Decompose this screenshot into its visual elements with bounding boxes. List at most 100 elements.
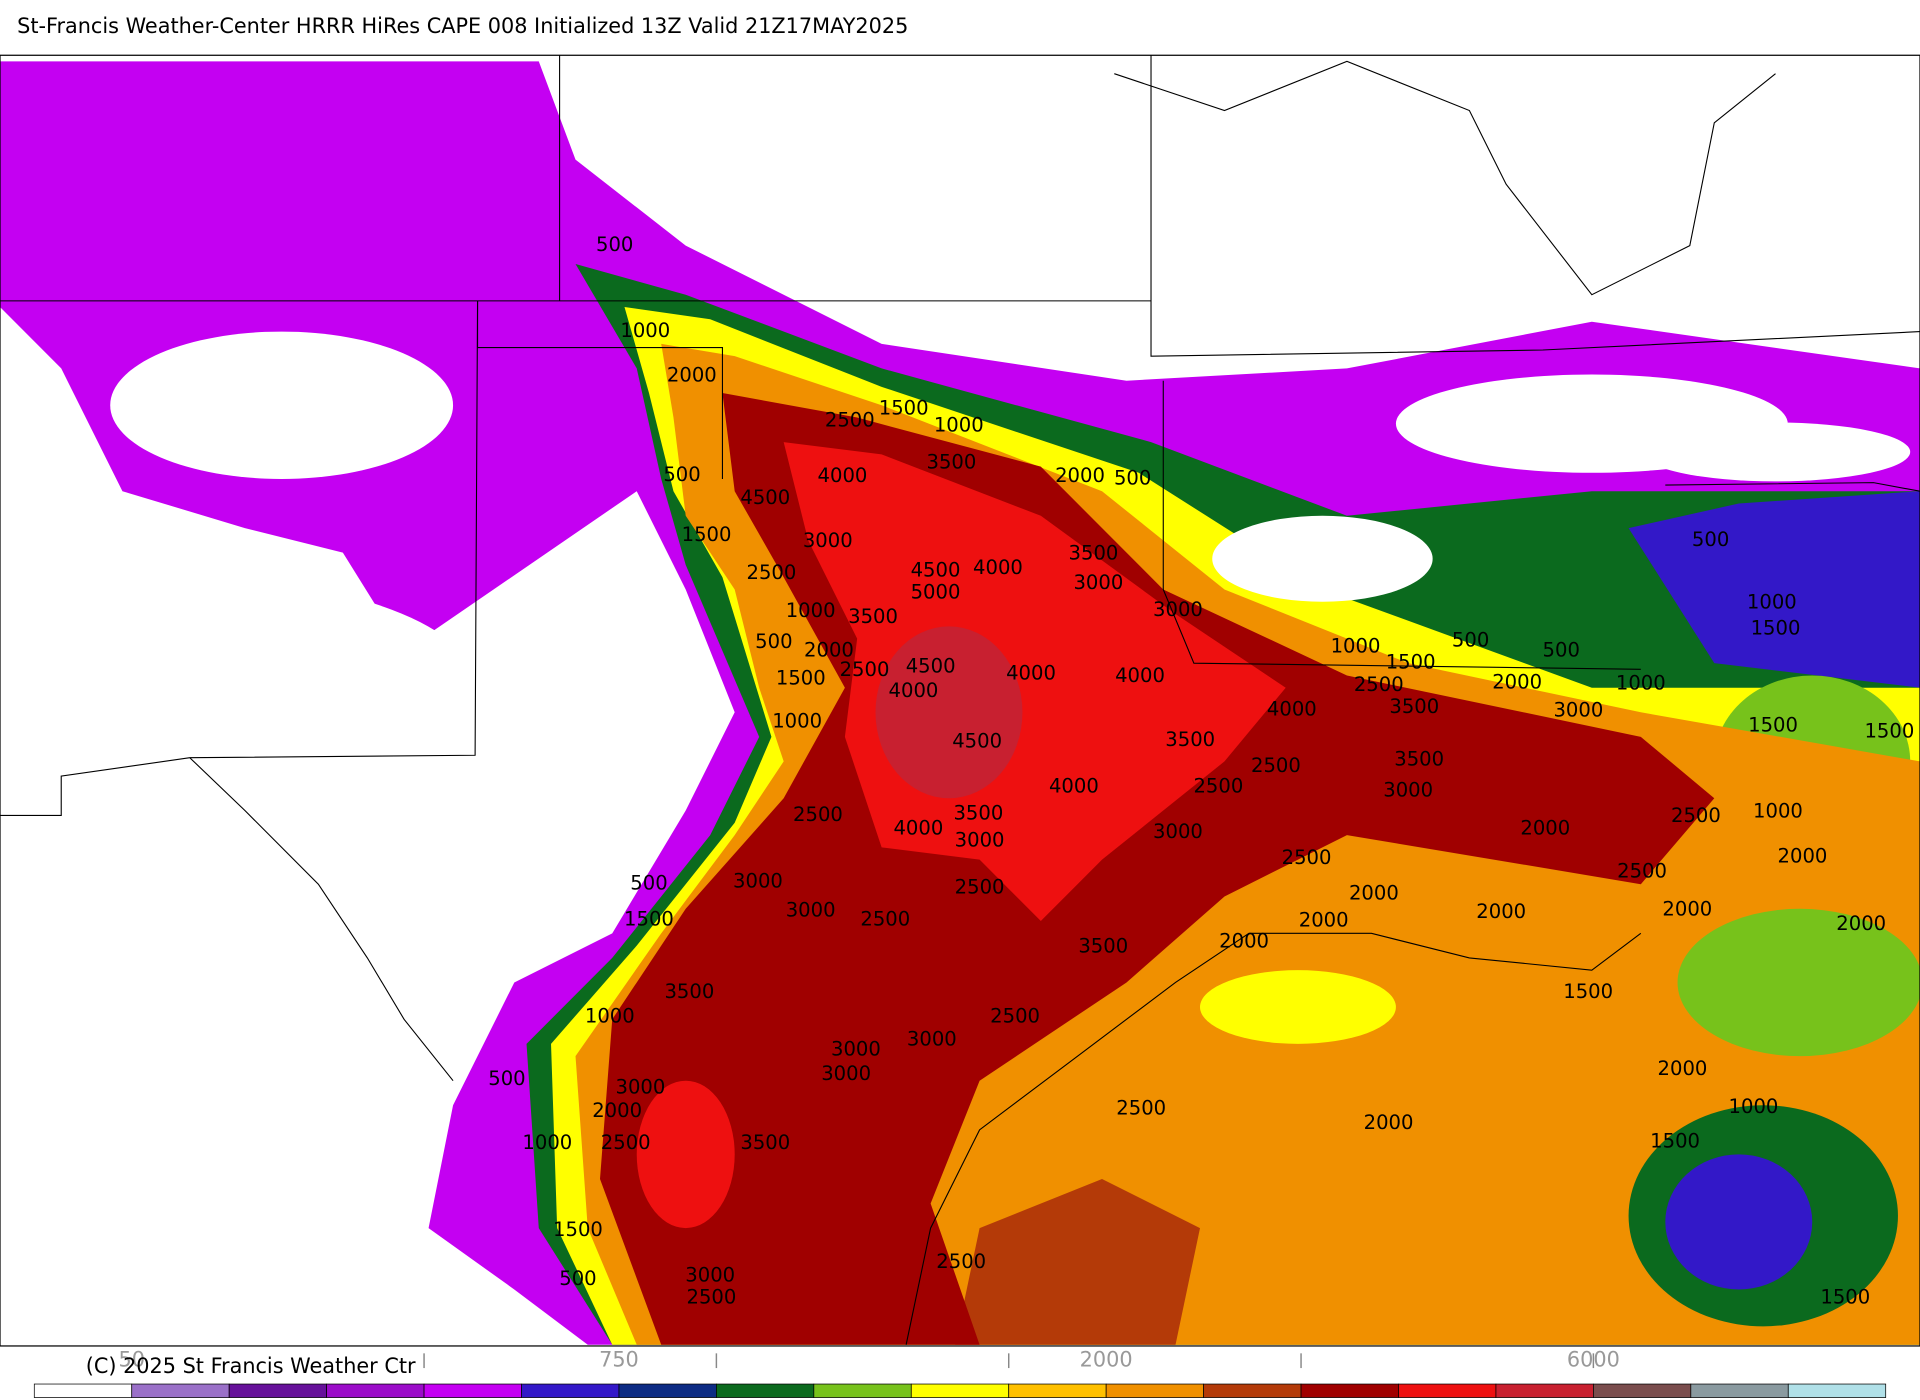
contour-label: 2000: [1055, 464, 1105, 487]
contour-label: 4500: [906, 654, 956, 677]
contour-label: 500: [1543, 638, 1580, 661]
contour-label: 2000: [1476, 900, 1526, 923]
contour-label: 3500: [953, 802, 1003, 825]
colorbar-swatch: [618, 1383, 717, 1398]
state-border: [1150, 55, 1920, 357]
contour-label: 1000: [585, 1004, 635, 1027]
contour-label: 1500: [1386, 651, 1436, 674]
contour-label: 500: [663, 463, 700, 486]
contour-label: 3500: [1069, 541, 1119, 564]
contour-label: 2500: [1193, 775, 1243, 798]
contour-label: 3000: [1153, 598, 1203, 621]
contour-label: 3000: [821, 1062, 871, 1085]
contour-label: 2000: [1364, 1111, 1414, 1134]
contour-label: 3000: [615, 1076, 665, 1099]
contour-label: 2500: [1354, 673, 1404, 696]
contour-label: 3000: [803, 529, 853, 552]
contour-label: 2000: [1662, 897, 1712, 920]
cape-rust: [955, 1178, 1200, 1345]
state-border: [1114, 60, 1776, 296]
colorbar-swatch: [1008, 1383, 1107, 1398]
state-border: [1665, 482, 1920, 492]
contour-label: 4500: [740, 486, 790, 509]
contour-label: 3500: [1078, 934, 1128, 957]
contour-label: 500: [596, 233, 633, 256]
contour-label: 4000: [1115, 664, 1165, 687]
contour-label: 5000: [911, 581, 961, 604]
contour-label: 1500: [1820, 1286, 1870, 1309]
contour-label: 3500: [740, 1131, 790, 1154]
contour-label: 1000: [1729, 1095, 1779, 1118]
cape-green: [1677, 908, 1920, 1057]
contour-label: 1500: [1563, 980, 1613, 1003]
contour-label: 4500: [952, 729, 1002, 752]
contour-label: 2500: [1617, 859, 1667, 882]
contour-label: 2500: [747, 561, 797, 584]
colorbar-label: 50: [118, 1348, 144, 1372]
contour-label: 3500: [848, 605, 898, 628]
colorbar-swatch: [326, 1383, 425, 1398]
colorbar-swatch: [1495, 1383, 1594, 1398]
contour-label: 3500: [927, 450, 977, 473]
contour-label: 2000: [1520, 816, 1570, 839]
contour-label: 3000: [907, 1028, 957, 1051]
contour-label: 4000: [889, 679, 939, 702]
colorbar-swatch: [1398, 1383, 1497, 1398]
colorbar-swatch: [1105, 1383, 1204, 1398]
contour-label: 3500: [1165, 728, 1215, 751]
colorbar-swatch: [228, 1383, 327, 1398]
colorbar-swatch: [813, 1383, 912, 1398]
contour-label: 3000: [1553, 699, 1603, 722]
contour-label: 1500: [1650, 1130, 1700, 1153]
contour-label: 2000: [1492, 670, 1542, 693]
cape-peak: [875, 626, 1023, 799]
contour-label: 2500: [1671, 804, 1721, 827]
contour-label: 2500: [687, 1286, 737, 1309]
cape-blue: [1628, 491, 1920, 688]
contour-label: 2500: [793, 803, 843, 826]
colorbar-swatch: [910, 1383, 1010, 1398]
contour-label: 3000: [1073, 571, 1123, 594]
contour-label: 1500: [1748, 713, 1798, 736]
contour-label: 4500: [911, 559, 961, 582]
contour-label: 3500: [1389, 695, 1439, 718]
cape-yellow: [1200, 970, 1396, 1044]
contour-label: 3500: [1394, 748, 1444, 771]
contour-label: 2000: [804, 638, 854, 661]
copyright: (C) 2025 St Francis Weather Ctr: [86, 1354, 416, 1378]
contour-label: 500: [1114, 466, 1151, 489]
contour-label: 2500: [1116, 1096, 1166, 1119]
colorbar-swatch: [423, 1383, 522, 1398]
contour-label: 3000: [1153, 820, 1203, 843]
contour-label: 1500: [553, 1218, 603, 1241]
contour-label: 2500: [936, 1250, 986, 1273]
contour-label: 500: [1452, 629, 1489, 652]
contour-label: 1000: [522, 1131, 572, 1154]
cape-red: [636, 1080, 735, 1229]
contour-label: 2000: [1836, 912, 1886, 935]
contour-label: 2500: [860, 907, 910, 930]
contour-label: 3000: [685, 1263, 735, 1286]
colorbar-swatch: [131, 1383, 230, 1398]
contour-label: 2500: [1282, 846, 1332, 869]
contour-label: 3000: [786, 899, 836, 922]
contour-label: 3000: [1383, 778, 1433, 801]
contour-label: 4000: [818, 464, 868, 487]
contour-label: 3000: [831, 1037, 881, 1060]
contour-label: 2500: [825, 409, 875, 432]
contour-label: 1000: [1747, 590, 1797, 613]
contour-label: 500: [1692, 528, 1729, 551]
map-frame: [0, 54, 1920, 1347]
colorbar-swatch: [1690, 1383, 1789, 1398]
contour-label: 2000: [1349, 882, 1399, 905]
contour-label: 1000: [1753, 799, 1803, 822]
colorbar-label: 750: [599, 1348, 639, 1372]
contour-label: 3000: [955, 829, 1005, 852]
contour-label: 1000: [786, 599, 836, 622]
contour-label: 1500: [624, 907, 674, 930]
colorbar-swatch: [1300, 1383, 1399, 1398]
state-border: [0, 300, 479, 816]
contour-label: 2500: [955, 875, 1005, 898]
contour-label: 4000: [893, 816, 943, 839]
